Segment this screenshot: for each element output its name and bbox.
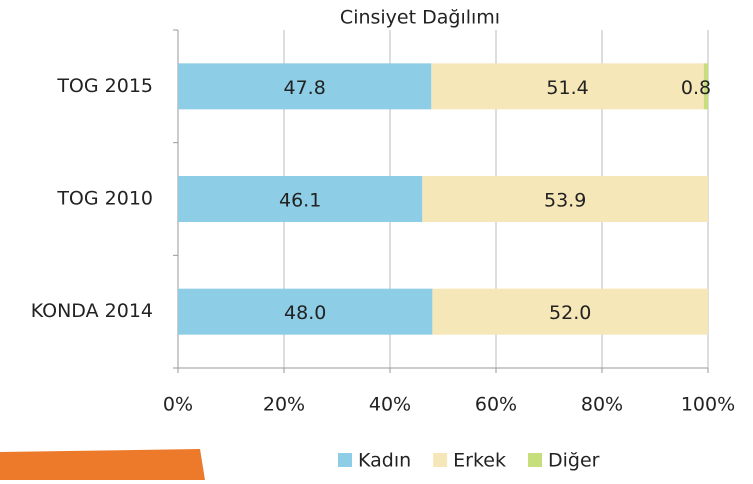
data-label: 47.8 bbox=[284, 77, 326, 99]
decoration bbox=[0, 449, 205, 480]
y-tick-label: TOG 2010 bbox=[56, 188, 153, 210]
legend-label: Diğer bbox=[548, 450, 600, 472]
legend-label: Erkek bbox=[453, 450, 506, 472]
legend-swatch bbox=[338, 453, 352, 467]
data-label: 46.1 bbox=[279, 190, 321, 212]
chart-title: Cinsiyet Dağılımı bbox=[340, 7, 500, 29]
data-label: 52.0 bbox=[549, 302, 591, 324]
data-label: 48.0 bbox=[284, 302, 326, 324]
y-tick-label: TOG 2015 bbox=[56, 75, 153, 97]
y-tick-label: KONDA 2014 bbox=[31, 300, 153, 322]
legend-label: Kadın bbox=[358, 450, 411, 472]
x-tick-label: 20% bbox=[263, 394, 305, 416]
x-tick-label: 0% bbox=[163, 394, 193, 416]
data-label: 51.4 bbox=[546, 77, 588, 99]
legend-swatch bbox=[433, 453, 447, 467]
x-tick-label: 40% bbox=[369, 394, 411, 416]
x-tick-label: 100% bbox=[681, 394, 735, 416]
data-label: 0.8 bbox=[681, 77, 711, 99]
data-label: 53.9 bbox=[544, 190, 586, 212]
chart: Cinsiyet Dağılımı 0% 20% 40% 60% 80% 100% TOG … bbox=[0, 0, 753, 480]
x-tick-label: 60% bbox=[475, 394, 517, 416]
x-tick-label: 80% bbox=[581, 394, 623, 416]
legend-swatch bbox=[528, 453, 542, 467]
